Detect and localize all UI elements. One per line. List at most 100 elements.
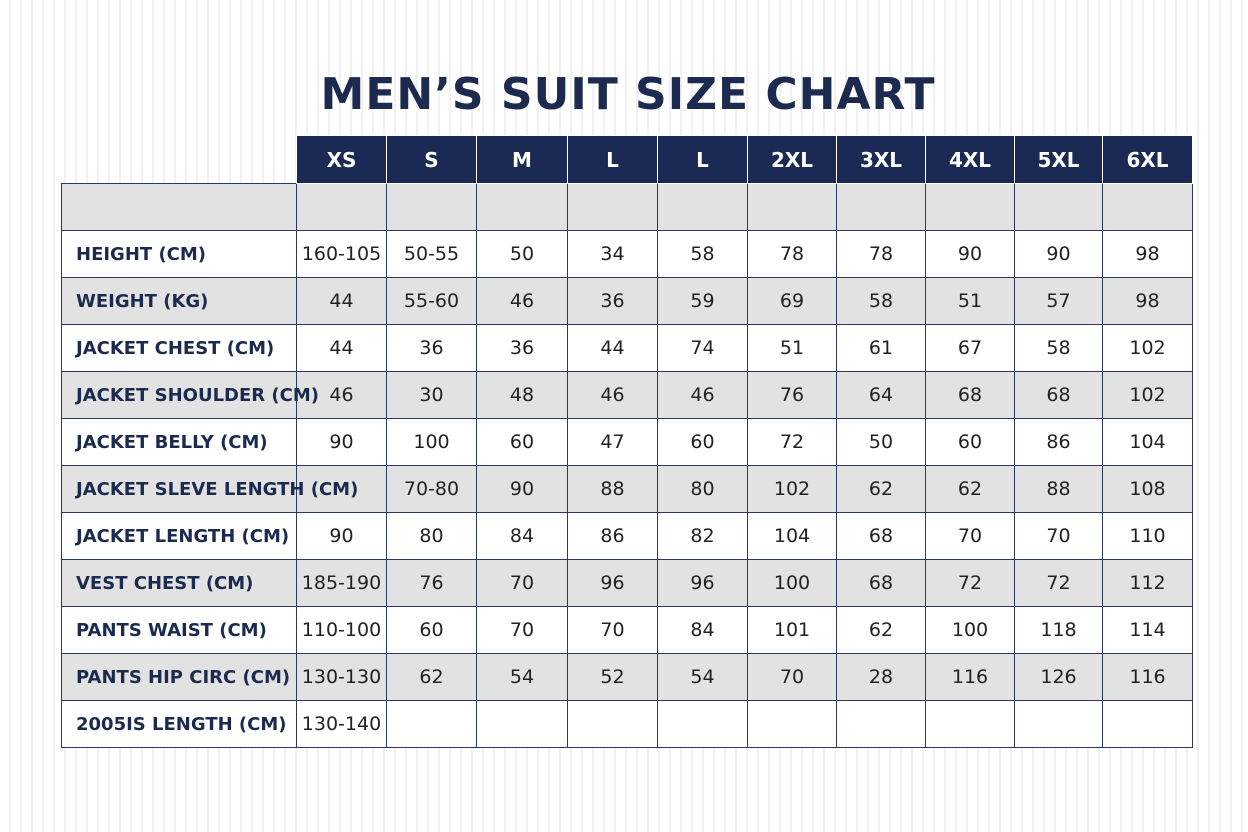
table-row: JACKET SLEVE LENGTH (CM) 70-80 90 88 80 … — [61, 465, 1193, 513]
value-cell: 84 — [476, 512, 568, 560]
size-header-cell: L — [567, 135, 658, 184]
value-cell — [925, 700, 1015, 748]
value-cell: 96 — [657, 559, 748, 607]
value-cell: 126 — [1014, 653, 1103, 701]
row-label: 2005IS LENGTH (CM) — [61, 700, 297, 748]
value-cell — [476, 700, 568, 748]
value-cell: 61 — [836, 324, 926, 372]
blank-cell — [296, 183, 387, 231]
table-row: 2005IS LENGTH (CM) 130-140 — [61, 700, 1193, 748]
value-cell: 64 — [836, 371, 926, 419]
value-cell: 51 — [925, 277, 1015, 325]
value-cell: 72 — [1014, 559, 1103, 607]
value-cell: 54 — [657, 653, 748, 701]
value-cell: 86 — [1014, 418, 1103, 466]
value-cell: 62 — [925, 465, 1015, 513]
value-cell: 102 — [1102, 371, 1193, 419]
value-cell: 84 — [657, 606, 748, 654]
value-cell: 51 — [747, 324, 837, 372]
value-cell: 47 — [567, 418, 658, 466]
value-cell: 50-55 — [386, 230, 477, 278]
value-cell — [1014, 700, 1103, 748]
size-header-cell: 6XL — [1102, 135, 1193, 184]
table-row: JACKET BELLY (CM) 90 100 60 47 60 72 50 … — [61, 418, 1193, 466]
value-cell: 44 — [296, 324, 387, 372]
size-header-cell: S — [386, 135, 477, 184]
value-cell: 44 — [567, 324, 658, 372]
value-cell: 57 — [1014, 277, 1103, 325]
value-cell: 50 — [476, 230, 568, 278]
page-title: MEN’S SUIT SIZE CHART — [320, 69, 936, 120]
value-cell: 114 — [1102, 606, 1193, 654]
value-cell: 62 — [836, 606, 926, 654]
value-cell: 70 — [476, 606, 568, 654]
value-cell: 80 — [386, 512, 477, 560]
size-header-row: XS S M L L 2XL 3XL 4XL 5XL 6XL — [62, 135, 1193, 184]
blank-cell — [386, 183, 477, 231]
header-corner — [62, 136, 297, 184]
value-cell — [657, 700, 748, 748]
value-cell: 90 — [296, 418, 387, 466]
size-chart-table: XS S M L L 2XL 3XL 4XL 5XL 6XL HEIGH — [61, 135, 1193, 748]
value-cell: 68 — [836, 559, 926, 607]
value-cell: 36 — [567, 277, 658, 325]
value-cell: 98 — [1102, 230, 1193, 278]
value-cell: 36 — [386, 324, 477, 372]
table-row: JACKET LENGTH (CM) 90 80 84 86 82 104 68… — [61, 512, 1193, 560]
value-cell: 98 — [1102, 277, 1193, 325]
value-cell: 160-105 — [296, 230, 387, 278]
row-label: JACKET SHOULDER (CM) — [61, 371, 319, 419]
value-cell: 55-60 — [386, 277, 477, 325]
value-cell: 76 — [747, 371, 837, 419]
value-cell: 100 — [386, 418, 477, 466]
row-label: JACKET BELLY (CM) — [61, 418, 297, 466]
size-header-cell: XS — [296, 135, 387, 184]
value-cell: 76 — [386, 559, 477, 607]
value-cell: 58 — [657, 230, 748, 278]
table-row: PANTS WAIST (CM) 110-100 60 70 70 84 101… — [61, 606, 1193, 654]
value-cell: 82 — [657, 512, 748, 560]
value-cell: 185-190 — [296, 559, 387, 607]
blank-cell — [1102, 183, 1193, 231]
blank-cell — [747, 183, 837, 231]
row-label: JACKET LENGTH (CM) — [61, 512, 297, 560]
blank-row — [61, 183, 1193, 231]
value-cell: 46 — [567, 371, 658, 419]
value-cell: 100 — [747, 559, 837, 607]
value-cell: 69 — [747, 277, 837, 325]
value-cell: 48 — [476, 371, 568, 419]
value-cell: 59 — [657, 277, 748, 325]
value-cell: 70-80 — [386, 465, 477, 513]
value-cell: 60 — [476, 418, 568, 466]
value-cell: 62 — [386, 653, 477, 701]
value-cell: 108 — [1102, 465, 1193, 513]
value-cell: 90 — [925, 230, 1015, 278]
value-cell: 110-100 — [296, 606, 387, 654]
value-cell: 68 — [836, 512, 926, 560]
blank-cell — [925, 183, 1015, 231]
value-cell: 112 — [1102, 559, 1193, 607]
value-cell — [836, 700, 926, 748]
value-cell: 52 — [567, 653, 658, 701]
value-cell: 118 — [1014, 606, 1103, 654]
value-cell: 70 — [567, 606, 658, 654]
value-cell: 58 — [836, 277, 926, 325]
value-cell: 62 — [836, 465, 926, 513]
blank-cell — [61, 183, 297, 231]
blank-cell — [657, 183, 748, 231]
value-cell: 90 — [1014, 230, 1103, 278]
value-cell: 110 — [1102, 512, 1193, 560]
table-row: WEIGHT (KG) 44 55-60 46 36 59 69 58 51 5… — [61, 277, 1193, 325]
value-cell: 78 — [747, 230, 837, 278]
value-cell: 70 — [925, 512, 1015, 560]
table-row: VEST CHEST (CM) 185-190 76 70 96 96 100 … — [61, 559, 1193, 607]
value-cell: 116 — [1102, 653, 1193, 701]
value-cell: 46 — [657, 371, 748, 419]
value-cell: 72 — [925, 559, 1015, 607]
value-cell: 67 — [925, 324, 1015, 372]
value-cell: 102 — [747, 465, 837, 513]
value-cell: 70 — [476, 559, 568, 607]
value-cell: 130-130 — [296, 653, 387, 701]
value-cell: 50 — [836, 418, 926, 466]
value-cell: 68 — [925, 371, 1015, 419]
